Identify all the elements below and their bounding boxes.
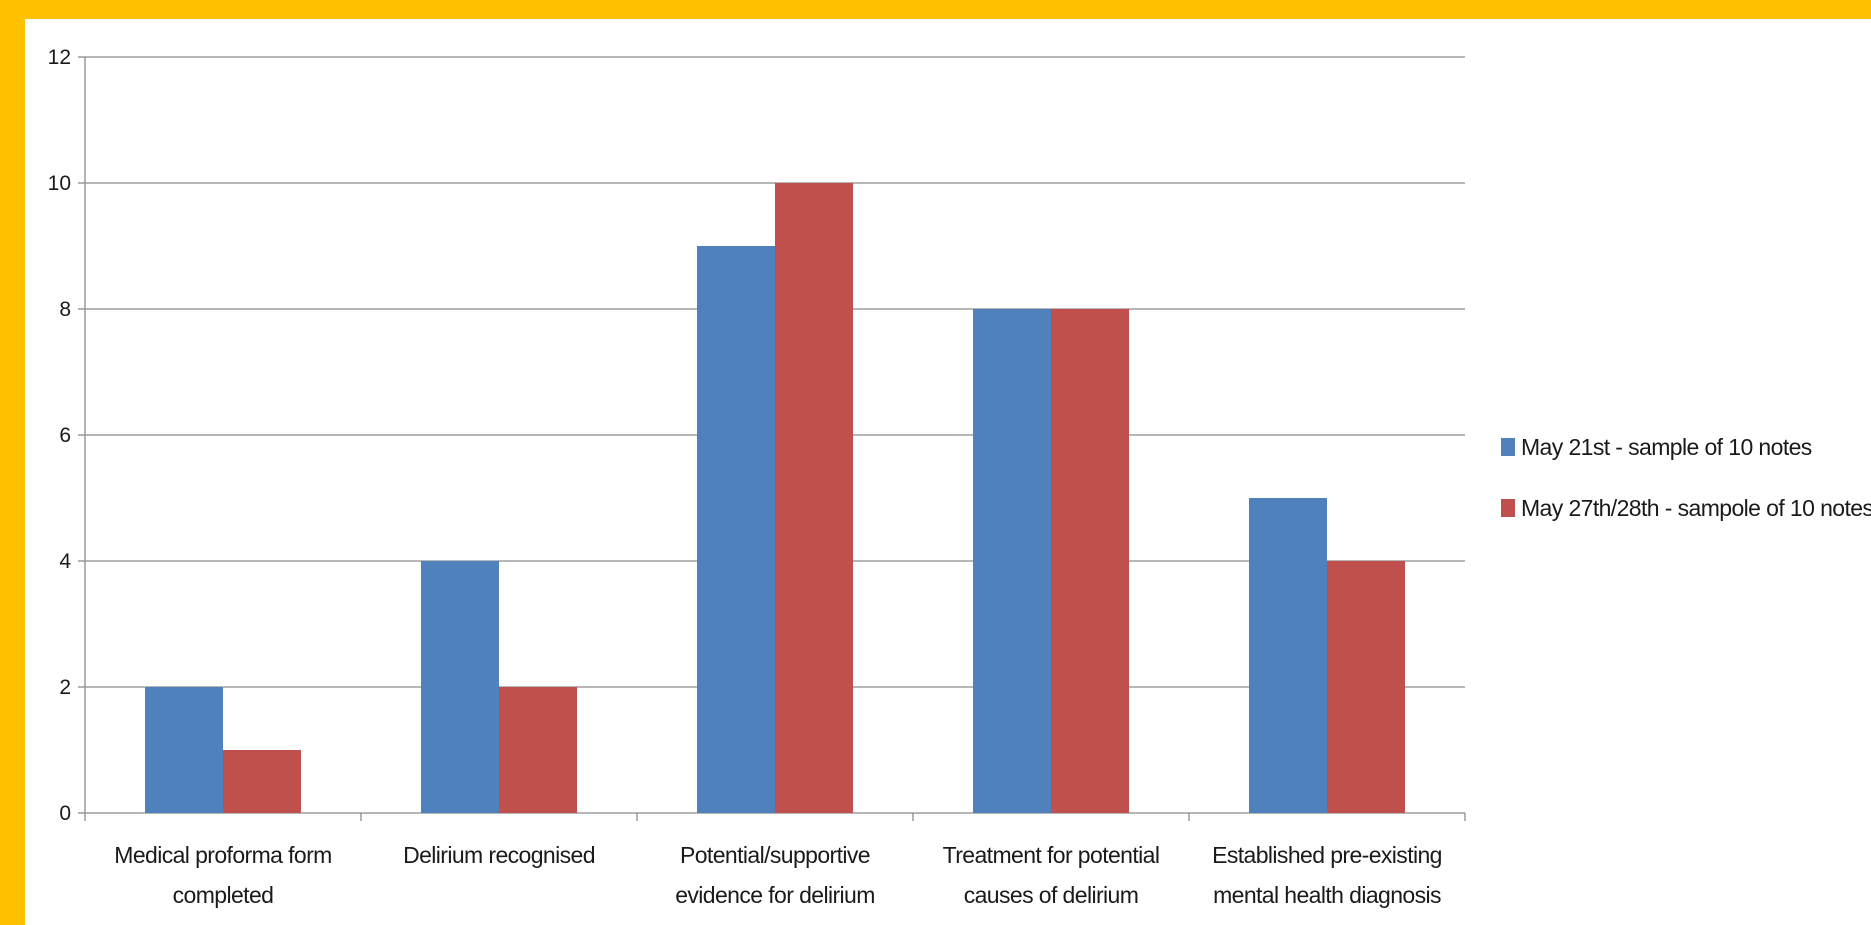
legend: May 21st - sample of 10 notes May 27th/28… xyxy=(1501,434,1871,521)
x-tick-label: Delirium recognised xyxy=(403,842,595,868)
bar-series1-2 xyxy=(421,561,499,813)
x-tick-label: Potential/supportive xyxy=(680,842,870,868)
legend-label-1: May 21st - sample of 10 notes xyxy=(1521,434,1812,460)
y-tick-label: 8 xyxy=(59,298,71,321)
y-tick-label: 4 xyxy=(59,550,71,573)
x-tick-label: mental health diagnosis xyxy=(1213,882,1441,908)
bar-series1-5 xyxy=(1249,498,1327,813)
bar-series2-1 xyxy=(223,750,301,813)
x-tick-label: causes of delirium xyxy=(964,882,1139,908)
x-tick-label: Established pre-existing xyxy=(1212,842,1442,868)
bar-chart: 0 2 4 6 8 10 12 Medical proforma form completed… xyxy=(48,46,1871,908)
bars xyxy=(145,183,1405,813)
y-tick-label: 10 xyxy=(48,172,71,195)
bar-series2-5 xyxy=(1327,561,1405,813)
chart-canvas: 0 2 4 6 8 10 12 Medical proforma form completed… xyxy=(25,19,1871,925)
y-tick-labels: 0 2 4 6 8 10 12 xyxy=(48,46,72,825)
x-tick-label: completed xyxy=(173,882,274,908)
bar-series1-1 xyxy=(145,687,223,813)
x-tick-label: Treatment for potential xyxy=(943,842,1160,868)
bar-series2-3 xyxy=(775,183,853,813)
x-tick-label: evidence for delirium xyxy=(675,882,875,908)
y-tick-label: 0 xyxy=(59,802,71,825)
x-tick-label: Medical proforma form xyxy=(114,842,331,868)
bar-series1-3 xyxy=(697,246,775,813)
legend-swatch-2 xyxy=(1501,499,1515,517)
y-tick-label: 6 xyxy=(59,424,71,447)
x-tick-labels: Medical proforma form completed Delirium r… xyxy=(114,842,1442,908)
y-tick-label: 12 xyxy=(48,46,71,69)
bar-series2-4 xyxy=(1051,309,1129,813)
bar-series1-4 xyxy=(973,309,1051,813)
y-tick-label: 2 xyxy=(59,676,71,699)
legend-label-2: May 27th/28th - sampole of 10 notes xyxy=(1521,495,1871,521)
legend-swatch-1 xyxy=(1501,438,1515,456)
bar-series2-2 xyxy=(499,687,577,813)
